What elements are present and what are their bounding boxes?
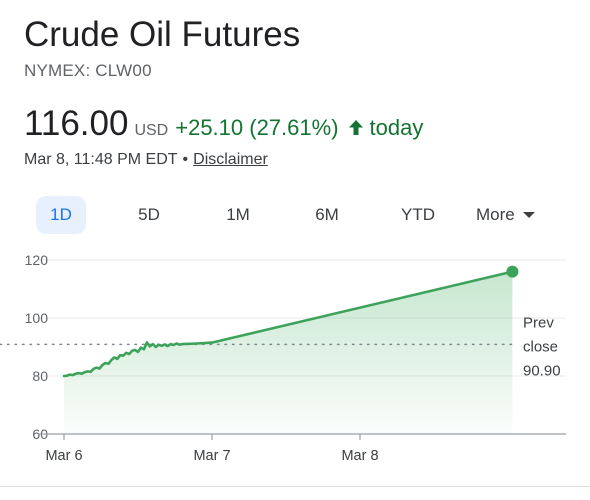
current-price: 116.00 [24,104,129,143]
separator-dot: • [182,151,189,168]
x-tick-label-2: Mar 8 [341,448,378,464]
tab-more[interactable]: More [476,196,556,234]
price-line [62,270,514,378]
tab-1m[interactable]: 1M [226,205,250,224]
quote-row: 116.00 USD +25.10 (27.61%) today [24,104,423,148]
currency-label: USD [134,122,169,139]
last-price-dot [506,265,519,278]
price-area-fill [64,271,513,434]
tab-more-label: More [476,205,515,224]
x-tick-label-1: Mar 7 [193,448,230,464]
quote-timestamp: Mar 8, 11:48 PM EDT [24,151,178,168]
change-period: today [369,115,424,140]
bottom-divider [0,486,590,487]
tab-ytd[interactable]: YTD [401,205,435,224]
price-change: +25.10 (27.61%) [175,115,339,140]
disclaimer-link[interactable]: Disclaimer [193,151,268,168]
prev-close-text-2: 90.90 [523,362,561,379]
arrow-up-icon [348,119,364,136]
x-axis: Mar 6 Mar 7 Mar 8 [38,433,566,464]
prev-close-text-1: close [523,338,558,355]
y-tick-label-100: 100 [25,310,49,326]
range-tabs: 1D 5D 1M 6M YTD More [0,196,590,234]
tab-5d[interactable]: 5D [138,205,160,224]
previous-close-label: Prev close 90.90 [523,314,561,379]
caret-down-icon [522,212,535,218]
y-tick-label-120: 120 [25,252,49,268]
tab-1d[interactable]: 1D [36,196,86,234]
y-tick-label-80: 80 [32,368,48,384]
tab-6m[interactable]: 6M [315,205,339,224]
x-tick-label-0: Mar 6 [45,448,82,464]
prev-close-text-0: Prev [523,314,554,331]
quote-timestamp-row: Mar 8, 11:48 PM EDT • Disclaimer [24,150,268,170]
exchange-symbol: NYMEX: CLW00 [24,61,152,80]
page-title: Crude Oil Futures [24,15,301,54]
